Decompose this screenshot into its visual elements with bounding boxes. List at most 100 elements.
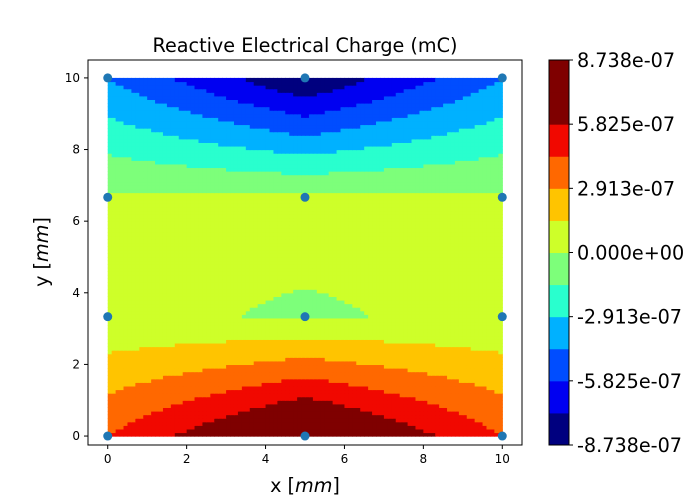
contour-cell (458, 407, 464, 412)
contour-cell (261, 400, 267, 405)
contour-cell (458, 389, 464, 394)
contour-cell (301, 282, 306, 287)
contour-cell (218, 264, 223, 269)
contour-cell (372, 360, 377, 366)
contour-cell (289, 307, 294, 312)
contour-cell (316, 321, 322, 326)
contour-cell (411, 346, 417, 351)
contour-cell (478, 314, 484, 319)
contour-cell (332, 307, 338, 312)
contour-cell (277, 335, 282, 340)
contour-cell (443, 403, 448, 408)
contour-cell (494, 267, 499, 272)
contour-cell (439, 310, 444, 315)
contour-cell (265, 274, 271, 280)
contour-cell (194, 360, 200, 366)
contour-cell (178, 400, 184, 405)
contour-cell (198, 271, 204, 276)
contour-cell (226, 274, 231, 280)
contour-cell (498, 299, 503, 305)
contour-cell (312, 317, 318, 323)
contour-cell (233, 342, 239, 348)
contour-cell (486, 382, 492, 387)
contour-cell (395, 342, 401, 348)
contour-cell (230, 350, 235, 355)
contour-cell (139, 385, 144, 391)
contour-cell (226, 393, 231, 398)
contour-cell (403, 271, 409, 276)
contour-cell (281, 425, 286, 430)
contour-cell (462, 393, 468, 398)
contour-cell (186, 335, 192, 340)
contour-cell (297, 353, 302, 358)
contour-cell (123, 428, 129, 434)
contour-cell (316, 375, 322, 380)
contour-cell (352, 375, 357, 380)
contour-cell (454, 264, 460, 269)
contour-cell (111, 378, 117, 383)
contour-cell (174, 342, 180, 348)
contour-cell (245, 421, 251, 426)
contour-cell (447, 346, 452, 351)
contour-cell (237, 393, 243, 398)
contour-cell (301, 396, 306, 401)
contour-cell (265, 321, 271, 326)
contour-cell (293, 267, 298, 272)
contour-cell (498, 296, 503, 301)
contour-cell (182, 410, 188, 416)
contour-cell (387, 421, 393, 426)
contour-cell (143, 421, 148, 426)
contour-cell (308, 389, 314, 394)
contour-cell (415, 321, 421, 326)
contour-cell (383, 396, 389, 401)
contour-cell (336, 285, 342, 290)
contour-cell (376, 360, 381, 366)
contour-cell (312, 267, 318, 272)
contour-cell (147, 389, 152, 394)
contour-cell (320, 256, 326, 262)
contour-cell (308, 432, 314, 437)
contour-cell (383, 342, 389, 348)
contour-cell (210, 421, 215, 426)
contour-cell (226, 260, 231, 265)
contour-cell (127, 271, 132, 276)
contour-cell (427, 292, 432, 297)
contour-cell (135, 307, 140, 312)
contour-cell (151, 357, 156, 362)
contour-cell (407, 432, 413, 437)
contour-cell (376, 385, 381, 391)
contour-cell (198, 292, 204, 297)
contour-cell (119, 299, 125, 305)
contour-cell (174, 332, 180, 337)
contour-cell (139, 410, 144, 416)
contour-cell (182, 282, 188, 287)
contour-cell (218, 335, 223, 340)
contour-cell (178, 296, 184, 301)
contour-cell (135, 400, 140, 405)
contour-cell (352, 382, 357, 387)
contour-cell (316, 299, 322, 305)
contour-cell (297, 332, 302, 337)
contour-cell (356, 385, 361, 391)
contour-cell (253, 432, 259, 437)
contour-cell (387, 364, 393, 369)
contour-cell (415, 368, 421, 373)
contour-cell (281, 432, 286, 437)
contour-cell (308, 396, 314, 401)
contour-cell (241, 357, 247, 362)
contour-cell (194, 357, 200, 362)
contour-cell (490, 274, 495, 280)
contour-cell (308, 264, 314, 269)
contour-cell (226, 432, 231, 437)
contour-cell (490, 328, 495, 333)
contour-cell (356, 403, 361, 408)
contour-cell (218, 339, 223, 344)
contour-cell (135, 371, 140, 376)
contour-cell (423, 274, 428, 280)
contour-cell (411, 303, 417, 308)
contour-cell (131, 407, 136, 412)
contour-cell (174, 321, 180, 326)
contour-cell (435, 410, 440, 416)
contour-cell (245, 382, 251, 387)
contour-cell (273, 332, 278, 337)
